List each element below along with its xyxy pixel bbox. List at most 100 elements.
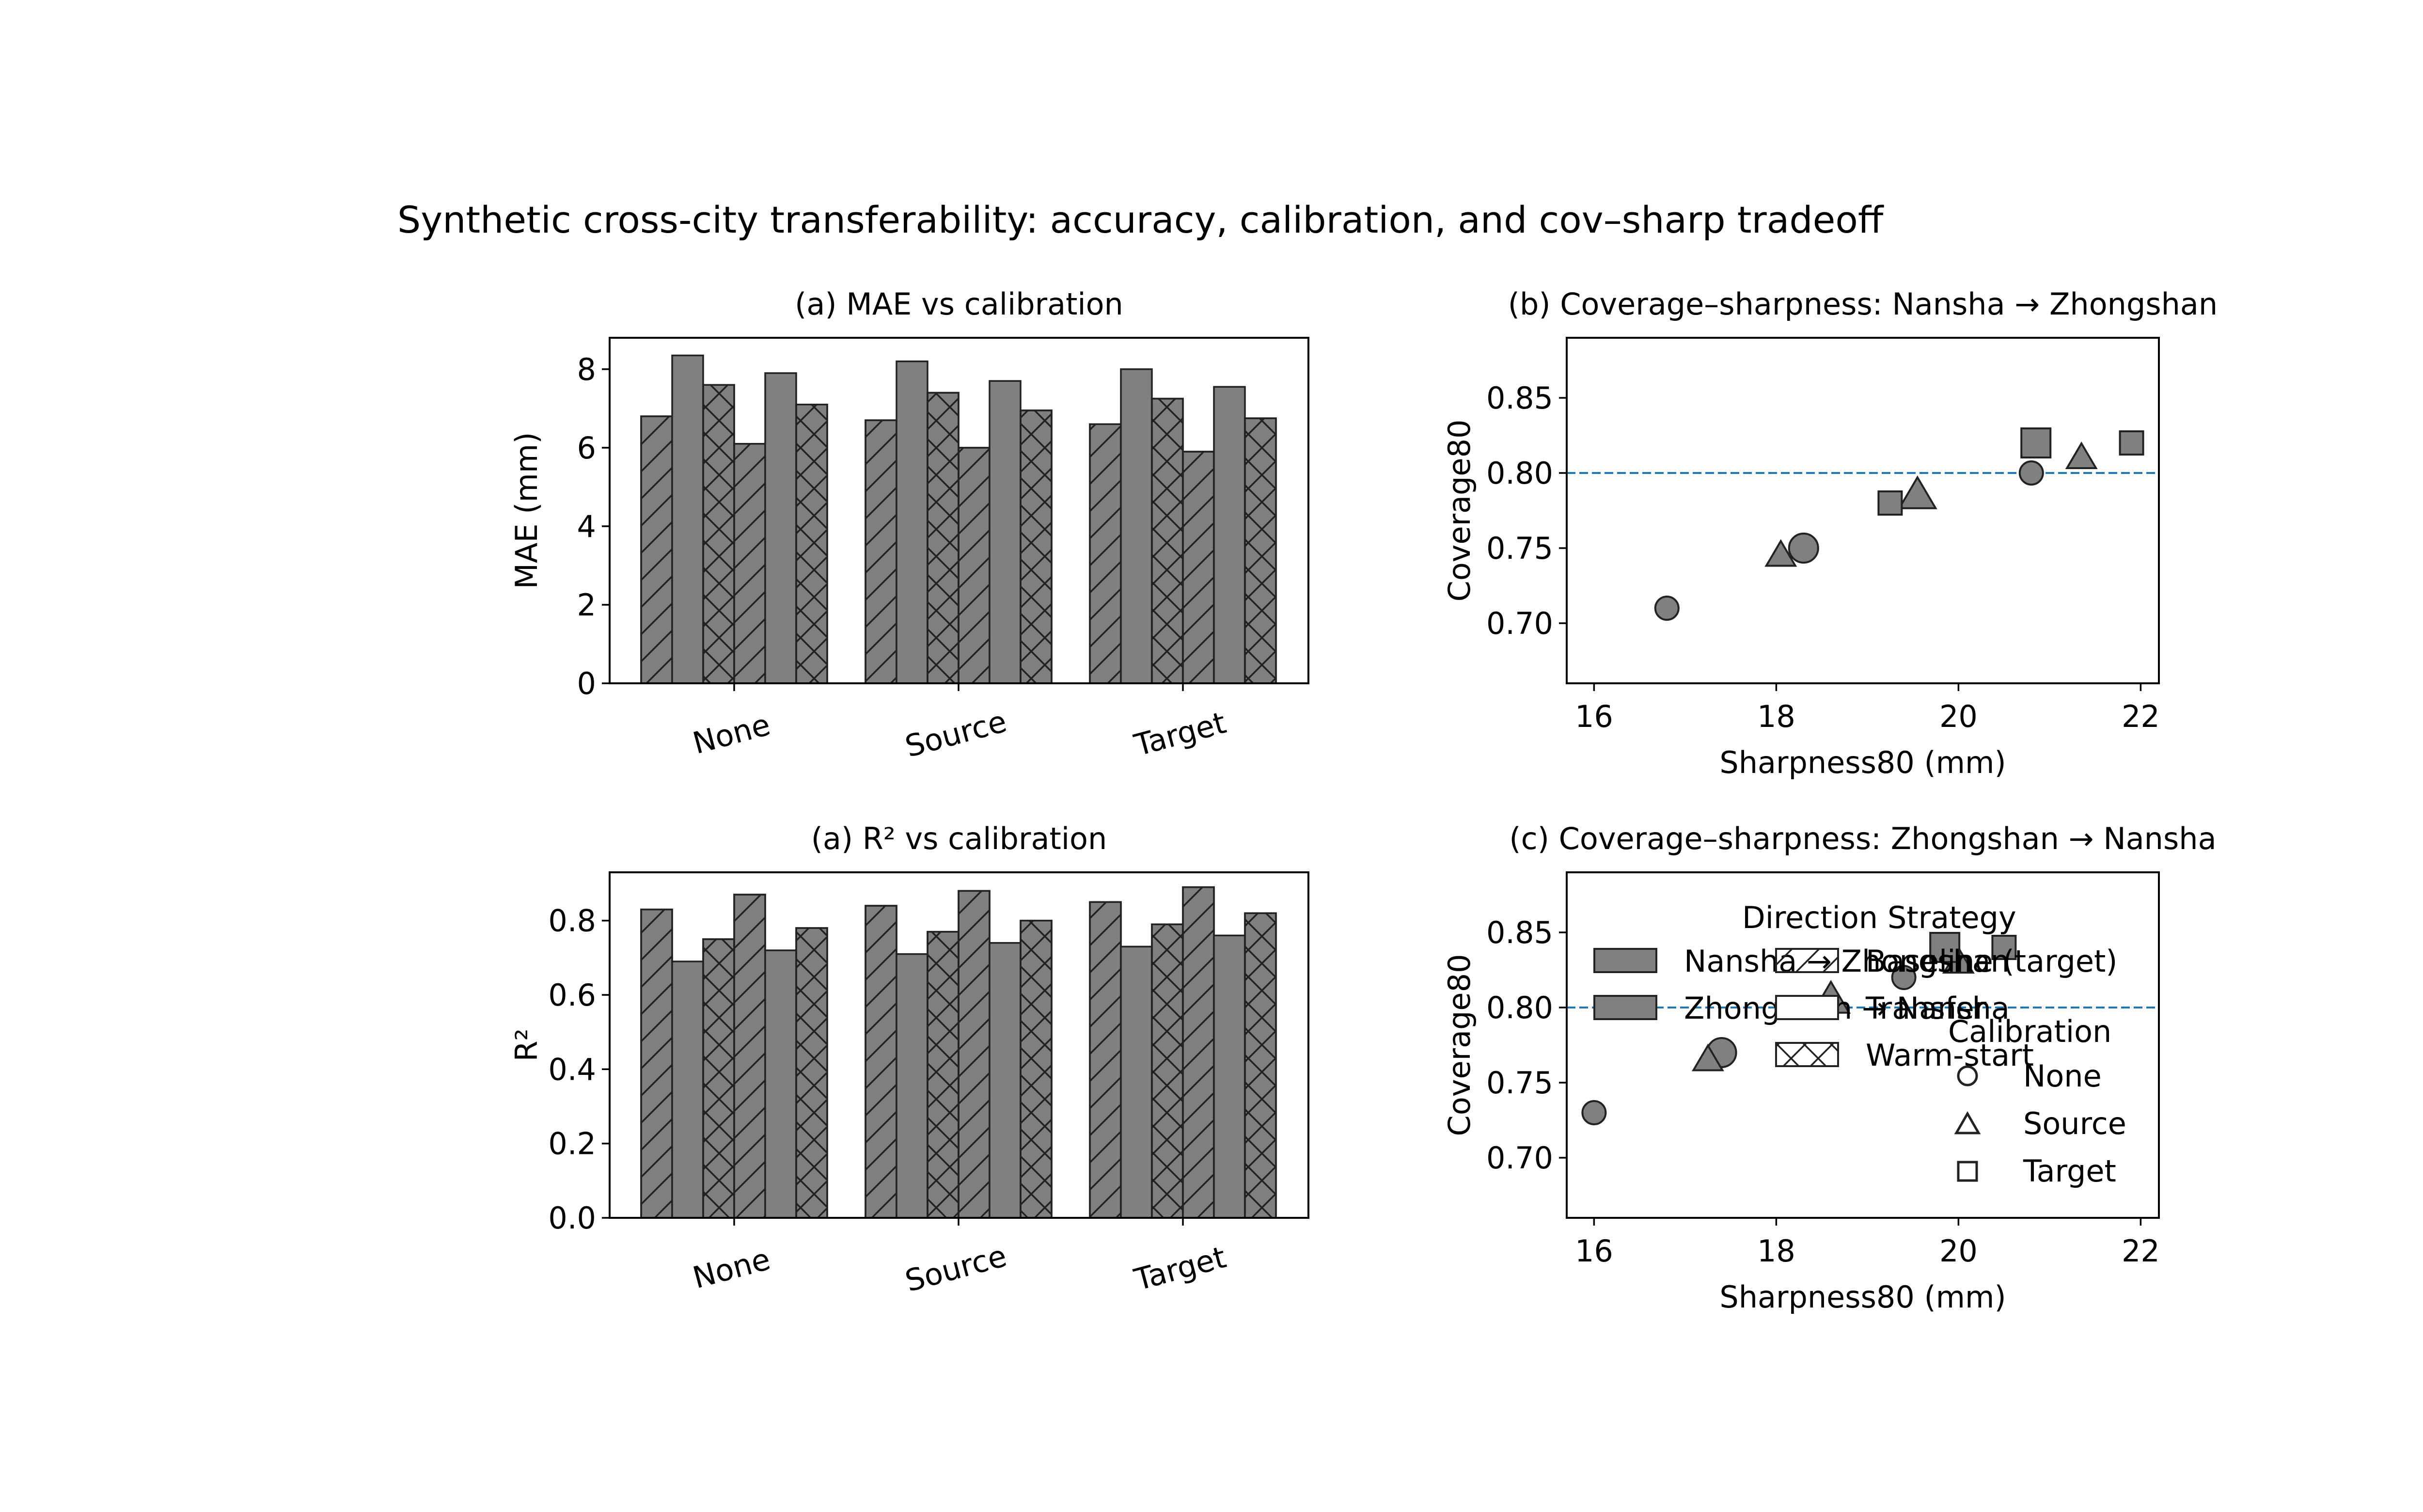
x-tick-label: 20 [1939, 699, 1978, 734]
bar-hatch [927, 930, 960, 1219]
x-tick-label: 22 [2122, 1233, 2160, 1269]
y-tick-label: 0.80 [1486, 456, 1553, 491]
point-triangle-4 [1897, 475, 1937, 509]
legend: Direction Nansha → Zhongshan Zhongshan →… [1593, 900, 2126, 1189]
coverage-sharpness-zhongshan-nansha-chart: 0.70 0.75 0.80 0.85 16 18 20 22 (c) Coverage–sha… [1442, 821, 2217, 1315]
y-tick-label: 0.2 [548, 1126, 596, 1162]
legend-strategy-swatch-transfer [1775, 995, 1839, 1020]
bar-hatch [1020, 919, 1053, 1219]
bar-none-transfer-zn [764, 372, 797, 684]
figure-title: Synthetic cross-city transferability: ac… [397, 198, 1884, 241]
bar-hatch [1089, 901, 1122, 1219]
point-triangle-3 [1764, 539, 1797, 567]
y-tick-label: 0.8 [548, 903, 596, 939]
y-axis-label: Coverage80 [1442, 954, 1477, 1136]
x-tick-label: 18 [1757, 699, 1795, 734]
legend-calibration-label-source: Source [2023, 1106, 2126, 1141]
bar-target-transfer-nz [1120, 368, 1153, 684]
point-circle-2 [1891, 965, 1917, 990]
x-tick-label: 16 [1575, 1233, 1613, 1269]
y-tick-label: 0.0 [548, 1200, 596, 1236]
bar-hatch [1244, 912, 1277, 1219]
bar-hatch [865, 419, 897, 684]
bar-hatch [1089, 423, 1122, 684]
legend-direction-swatch-2 [1593, 995, 1657, 1020]
bar-hatch [1182, 886, 1215, 1219]
bar-hatch [1151, 397, 1184, 684]
legend-strategy-label-baseline: Baseline (target) [1866, 944, 2117, 979]
bar-hatch [927, 392, 960, 684]
x-tick-label-none: None [689, 1241, 774, 1295]
y-axis-label: Coverage80 [1442, 420, 1477, 602]
legend-direction-label-2: Zhongshan → Nansha [1684, 991, 2010, 1026]
legend-strategy-title: Strategy [1888, 900, 2016, 935]
legend-direction-label-1: Nansha → Zhongshan [1684, 944, 2010, 979]
point-circle-0 [1581, 1100, 1607, 1125]
legend-direction-swatch-1 [1593, 948, 1657, 973]
y-tick-label: 2 [577, 587, 596, 623]
bar-none-transfer-nz [671, 354, 704, 684]
x-tick-label-source: Source [901, 703, 1010, 764]
bar-hatch [795, 403, 828, 684]
point-triangle-5 [2065, 441, 2098, 469]
x-tick-label: 20 [1939, 1233, 1978, 1269]
y-tick-label: 0 [577, 666, 596, 701]
point-square-8 [1991, 935, 2017, 960]
legend-calibration-label-target: Target [2023, 1153, 2116, 1189]
y-tick-label: 0.75 [1486, 1065, 1553, 1101]
bar-target-transfer-zn [1213, 386, 1246, 684]
point-circle-0 [1654, 596, 1680, 621]
point-circle-2 [2018, 460, 2044, 486]
bar-hatch [795, 927, 828, 1219]
bar-hatch [640, 908, 673, 1219]
coverage-sharpness-nansha-zhongshan-chart: 0.70 0.75 0.80 0.85 16 18 20 22 (b) Coverage–sha… [1442, 286, 2218, 780]
point-triangle-3 [1691, 1043, 1724, 1071]
legend-calibration-marker-circle [1957, 1065, 1978, 1087]
legend-calibration-marker-square [1957, 1161, 1978, 1182]
y-axis-label: R² [509, 1029, 544, 1062]
bar-hatch [1182, 451, 1215, 684]
panel-title: (c) Coverage–sharpness: Zhongshan → Nans… [1509, 821, 2216, 856]
bar-hatch [958, 447, 991, 684]
x-tick-label-source: Source [901, 1238, 1010, 1299]
x-tick-label: 16 [1575, 699, 1613, 734]
point-square-6 [1877, 490, 1903, 516]
bar-source-transfer-nz [896, 953, 928, 1219]
bar-source-transfer-zn [989, 380, 1022, 684]
y-tick-label: 0.85 [1486, 915, 1553, 950]
bar-hatch [1151, 923, 1184, 1219]
point-square-8 [2119, 430, 2144, 456]
bar-none-transfer-nz [671, 961, 704, 1219]
bar-hatch [640, 415, 673, 684]
y-tick-label: 8 [577, 352, 596, 387]
bar-target-transfer-zn [1213, 934, 1246, 1219]
legend-strategy-label-transfer: Transfer [1865, 991, 1987, 1026]
y-tick-label: 4 [577, 509, 596, 544]
panel-title: (a) R² vs calibration [811, 821, 1107, 856]
bar-none-transfer-zn [764, 949, 797, 1219]
bar-hatch [733, 443, 766, 684]
legend-calibration-marker-triangle [1954, 1111, 1981, 1134]
x-tick-label: 18 [1757, 1233, 1795, 1269]
mae-bar-chart: 0 2 4 6 8 None Source Target (a) MAE vs calibrat… [509, 286, 1309, 764]
bar-hatch [1244, 417, 1277, 684]
r2-bar-chart: 0.0 0.2 0.4 0.6 0.8 None Source Target (a) R² vs… [509, 821, 1309, 1299]
x-tick-label-target: Target [1130, 1239, 1229, 1297]
bar-source-transfer-zn [989, 942, 1022, 1219]
y-axis-label: MAE (mm) [509, 432, 544, 589]
y-tick-label: 0.85 [1486, 380, 1553, 416]
bar-hatch [865, 905, 897, 1219]
panel-title: (b) Coverage–sharpness: Nansha → Zhongsh… [1508, 286, 2218, 322]
bar-hatch [702, 938, 735, 1219]
x-axis-label: Sharpness80 (mm) [1719, 745, 2006, 780]
bar-source-transfer-nz [896, 360, 928, 684]
y-tick-label: 0.75 [1486, 531, 1553, 566]
bar-hatch [1020, 410, 1053, 684]
legend-calibration-label-none: None [2023, 1058, 2102, 1094]
legend-calibration-title: Calibration [1948, 1014, 2111, 1049]
x-tick-label-target: Target [1130, 705, 1229, 763]
y-tick-label: 6 [577, 430, 596, 466]
x-tick-label: 22 [2122, 699, 2160, 734]
point-circle-1 [1788, 533, 1819, 564]
